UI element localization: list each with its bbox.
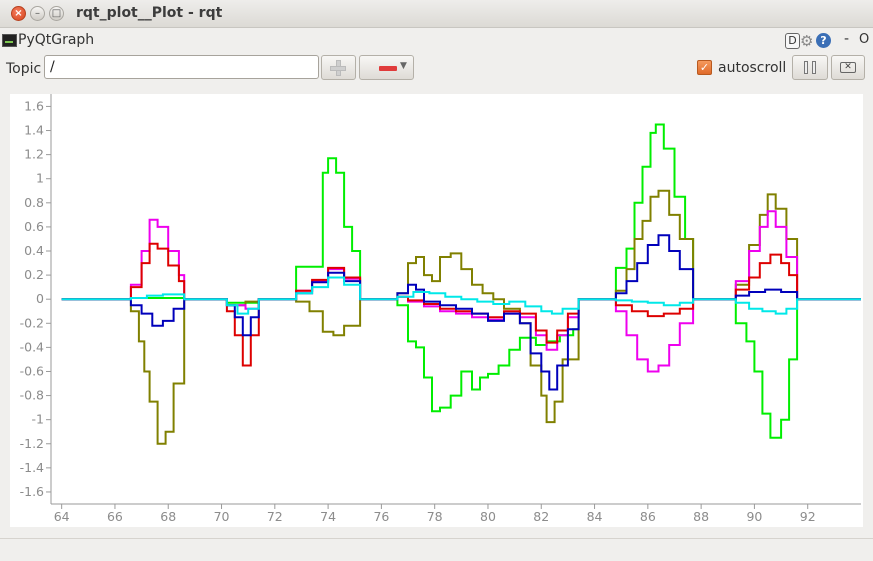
series-line-2: [61, 210, 861, 373]
y-tick-label: 0.6: [24, 219, 44, 234]
series-line-5: [61, 276, 861, 315]
x-tick-label: 74: [320, 509, 336, 524]
y-tick-label: -0.8: [20, 388, 44, 403]
maximize-window-button[interactable]: □: [49, 6, 64, 21]
x-tick-label: 68: [160, 509, 176, 524]
y-tick-label: -1.2: [20, 436, 44, 451]
y-tick-label: 0.8: [24, 195, 44, 210]
plot-area[interactable]: 1.6 1.4 1.2 1 0.8 0.6 0.4 0.2 0 -0.2 -0.4 -0.6 -0.8 -…: [10, 94, 863, 527]
title-bar: × – □ rqt_plot__Plot - rqt: [0, 0, 873, 28]
minimize-window-button[interactable]: –: [30, 6, 45, 21]
y-tick-label: 0: [36, 291, 44, 306]
series-line-4: [61, 234, 861, 391]
plugin-minimize-button[interactable]: -: [844, 31, 850, 47]
series-line-1: [61, 189, 861, 445]
y-tick-label: 0.2: [24, 267, 44, 282]
x-tick-label: 72: [267, 509, 283, 524]
clear-icon: ✕: [840, 62, 856, 73]
y-tick-label: 1: [36, 171, 44, 186]
x-tick-label: 92: [800, 509, 816, 524]
y-tick-label: -0.4: [20, 339, 44, 354]
x-tick-label: 80: [480, 509, 496, 524]
chevron-down-icon: ▼: [400, 61, 407, 71]
y-tick-label: 1.6: [24, 98, 44, 113]
minus-icon: [379, 66, 397, 71]
y-tick-label: -1.4: [20, 460, 44, 475]
y-tick-label: -0.2: [20, 315, 44, 330]
pause-icon: [804, 61, 817, 74]
toolbar: Topic ▼ ✓ autoscroll ✕: [0, 54, 873, 82]
gear-icon[interactable]: ⚙: [800, 32, 814, 50]
help-button[interactable]: ?: [816, 33, 831, 48]
terminal-icon: [2, 34, 17, 47]
y-tick-label: -0.6: [20, 363, 44, 378]
x-tick-label: 78: [427, 509, 443, 524]
window-title: rqt_plot__Plot - rqt: [76, 5, 223, 21]
pause-button[interactable]: [792, 55, 828, 80]
x-tick-label: 70: [214, 509, 230, 524]
x-tick-label: 76: [373, 509, 389, 524]
close-window-button[interactable]: ×: [11, 6, 26, 21]
plus-icon: [330, 60, 346, 76]
plugin-header: PyQtGraph D ⚙ ? - O: [0, 30, 873, 52]
y-tick-label: 0.4: [24, 243, 44, 258]
x-tick-label: 64: [54, 509, 70, 524]
y-tick-label: 1.2: [24, 147, 44, 162]
x-tick-label: 90: [746, 509, 762, 524]
plugin-close-button[interactable]: O: [859, 32, 870, 47]
x-tick-label: 66: [107, 509, 123, 524]
y-tick-label: -1: [32, 412, 44, 427]
remove-topic-button[interactable]: ▼: [359, 55, 414, 80]
line-chart[interactable]: 1.6 1.4 1.2 1 0.8 0.6 0.4 0.2 0 -0.2 -0.4 -0.6 -0.8 -…: [10, 94, 863, 527]
y-tick-label: -1.6: [20, 484, 44, 499]
status-bar: [0, 538, 873, 561]
plugin-title: PyQtGraph: [18, 32, 95, 48]
x-tick-label: 86: [640, 509, 656, 524]
x-tick-label: 82: [533, 509, 549, 524]
x-tick-label: 88: [693, 509, 709, 524]
autoscroll-label: autoscroll: [718, 60, 787, 76]
add-topic-button[interactable]: [321, 55, 356, 80]
topic-input[interactable]: [44, 55, 319, 79]
clear-button[interactable]: ✕: [831, 55, 865, 80]
topic-label: Topic: [6, 61, 42, 77]
x-tick-label: 84: [587, 509, 603, 524]
autoscroll-checkbox[interactable]: ✓: [697, 60, 712, 75]
dock-button[interactable]: D: [785, 33, 800, 49]
y-tick-label: 1.4: [24, 123, 44, 138]
